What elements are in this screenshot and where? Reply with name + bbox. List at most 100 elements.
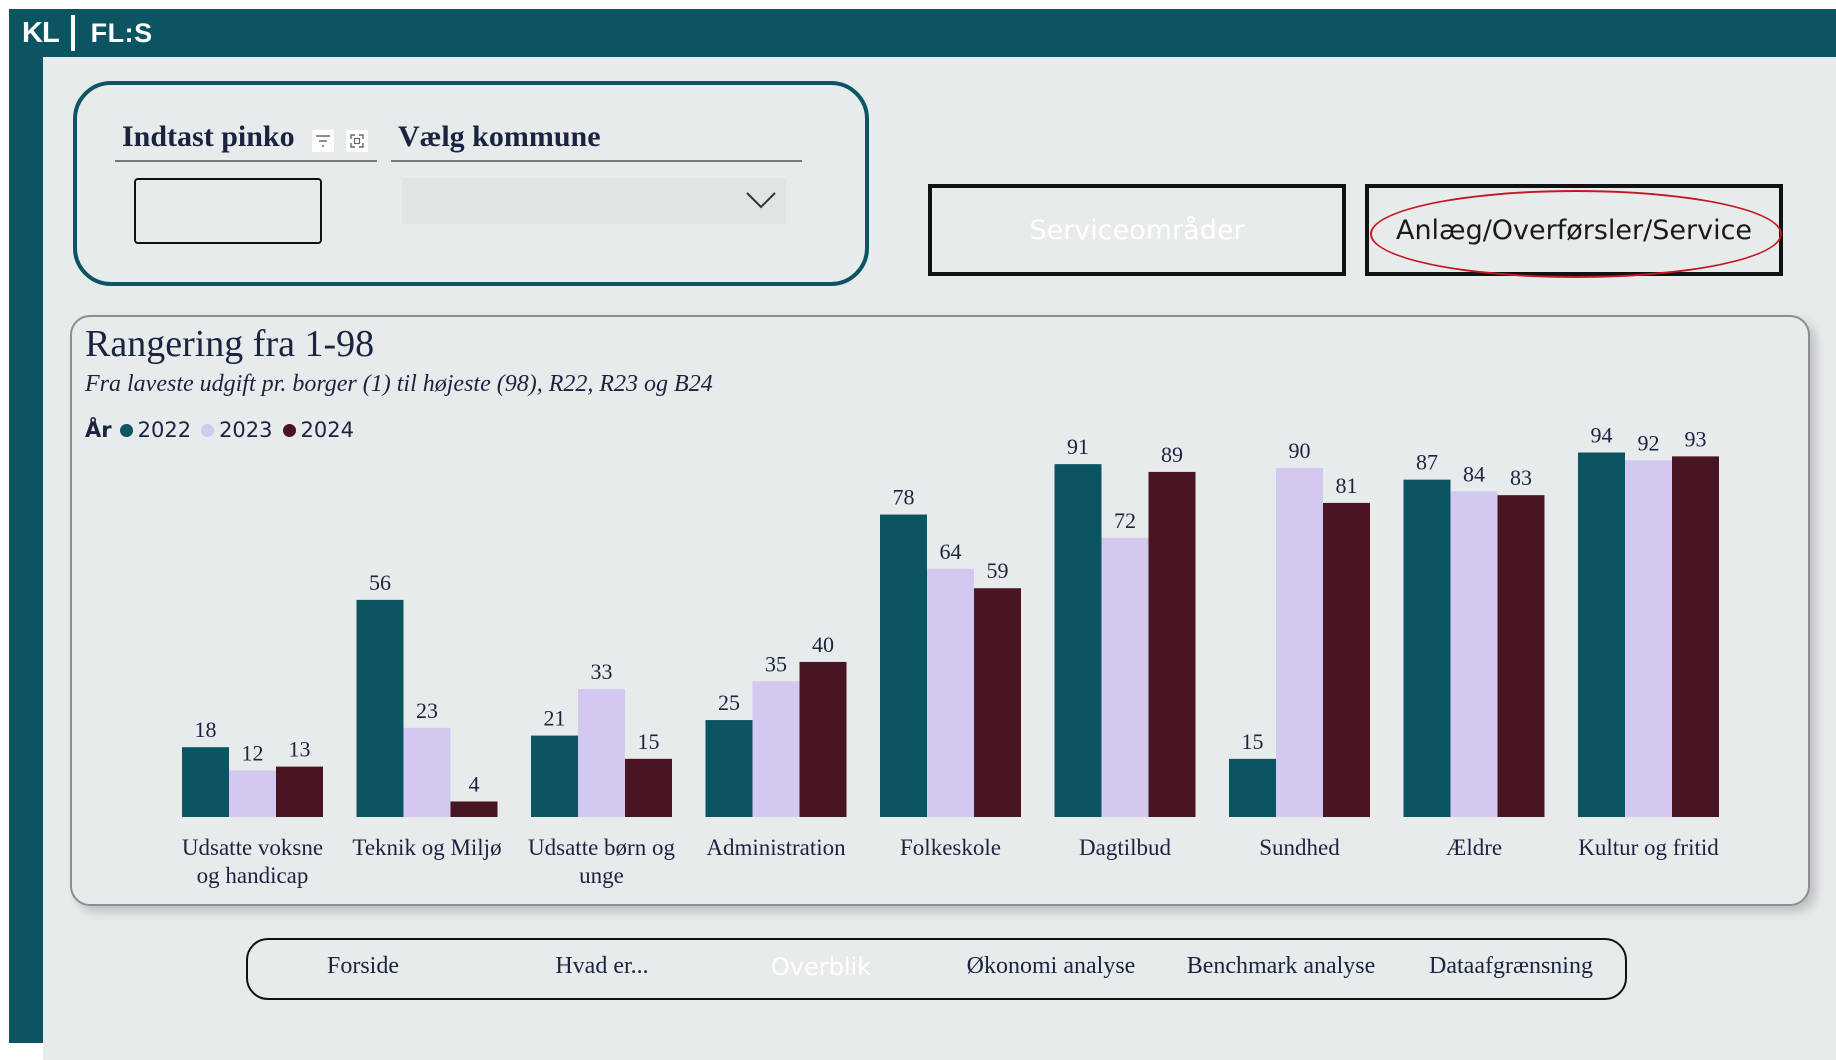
category-label: Sundhed xyxy=(1259,835,1340,860)
category-label: Administration xyxy=(706,835,846,860)
bar-2024-3[interactable] xyxy=(799,661,847,817)
bar-2022-8[interactable] xyxy=(1578,452,1625,817)
bar-2024-1[interactable] xyxy=(450,801,498,817)
data-label: 91 xyxy=(1067,434,1089,459)
data-label: 40 xyxy=(812,632,834,657)
nav-item-økonomi-analyse[interactable]: Økonomi analyse xyxy=(966,953,1136,979)
data-label: 21 xyxy=(544,706,566,731)
data-label: 15 xyxy=(1242,729,1264,754)
bar-2023-8[interactable] xyxy=(1625,460,1672,817)
kommune-title-underline xyxy=(391,160,802,162)
filter-icon[interactable] xyxy=(312,130,334,152)
category-label: og handicap xyxy=(197,863,309,888)
bar-2024-6[interactable] xyxy=(1323,502,1370,817)
bar-2023-5[interactable] xyxy=(1101,537,1149,817)
bar-2024-2[interactable] xyxy=(625,758,672,817)
data-label: 13 xyxy=(289,737,311,762)
legend-item-2023[interactable]: 2023 xyxy=(201,418,273,442)
data-label: 89 xyxy=(1161,442,1183,467)
filter-panel xyxy=(73,81,869,286)
bar-2023-2[interactable] xyxy=(578,689,625,817)
bar-2023-3[interactable] xyxy=(752,681,800,817)
data-label: 78 xyxy=(893,485,915,510)
data-label: 90 xyxy=(1289,438,1311,463)
legend-swatch xyxy=(119,423,133,437)
category-label: Teknik og Miljø xyxy=(352,835,501,860)
data-label: 12 xyxy=(242,740,264,765)
logo-kl: KL xyxy=(22,16,60,49)
bar-2024-8[interactable] xyxy=(1672,456,1719,817)
bar-2023-0[interactable] xyxy=(229,770,276,817)
bar-2022-2[interactable] xyxy=(531,735,578,817)
bar-2022-5[interactable] xyxy=(1054,464,1102,817)
legend-title: År xyxy=(85,418,112,442)
bar-2023-6[interactable] xyxy=(1276,468,1323,817)
data-label: 15 xyxy=(638,729,660,754)
nav-item-forside[interactable]: Forside xyxy=(327,953,399,979)
nav-item-benchmark-analyse[interactable]: Benchmark analyse xyxy=(1186,953,1376,979)
category-label: Dagtilbud xyxy=(1079,835,1171,860)
data-label: 84 xyxy=(1463,461,1485,486)
logo-divider xyxy=(70,15,75,51)
legend-label: 2024 xyxy=(300,418,354,442)
kommune-filter-title: Vælg kommune xyxy=(398,120,601,153)
logo-flis: FL:S xyxy=(90,17,153,48)
navigation-bar xyxy=(246,938,1627,1000)
data-label: 59 xyxy=(987,558,1009,583)
bar-2024-0[interactable] xyxy=(276,766,323,817)
category-label: Udsatte børn og xyxy=(528,835,675,860)
nav-item-hvad-er[interactable]: Hvad er... xyxy=(555,953,649,979)
category-label: Folkeskole xyxy=(900,835,1001,860)
data-label: 92 xyxy=(1638,430,1660,455)
category-label: Ældre xyxy=(1446,835,1502,860)
data-label: 83 xyxy=(1510,465,1532,490)
bar-2022-7[interactable] xyxy=(1403,479,1451,817)
legend-label: 2023 xyxy=(219,418,273,442)
legend-swatch xyxy=(201,423,215,437)
bar-2023-4[interactable] xyxy=(927,568,974,817)
kommune-dropdown[interactable] xyxy=(402,178,786,224)
category-label: unge xyxy=(579,863,624,888)
pinko-input[interactable] xyxy=(134,178,322,244)
bar-2024-7[interactable] xyxy=(1497,495,1545,817)
serviceomraader-button[interactable]: Serviceområder xyxy=(928,184,1346,276)
data-label: 33 xyxy=(591,659,613,684)
pinko-filter-title: Indtast pinko xyxy=(122,120,295,153)
category-label: Kultur og fritid xyxy=(1578,835,1719,860)
bar-2024-4[interactable] xyxy=(974,588,1021,817)
category-label: Udsatte voksne xyxy=(182,835,323,860)
data-label: 94 xyxy=(1591,423,1613,448)
data-label: 64 xyxy=(940,539,962,564)
data-label: 35 xyxy=(765,651,787,676)
data-label: 23 xyxy=(416,698,438,723)
data-label: 56 xyxy=(369,570,391,595)
data-label: 81 xyxy=(1336,473,1358,498)
logo: KL FL:S xyxy=(22,9,153,57)
bar-2023-1[interactable] xyxy=(403,727,451,817)
legend-swatch xyxy=(282,423,296,437)
legend-item-2024[interactable]: 2024 xyxy=(282,418,354,442)
chart-legend: År 2022 2023 2024 xyxy=(85,418,364,442)
chart-subtitle: Fra laveste udgift pr. borger (1) til hø… xyxy=(85,371,713,397)
data-label: 18 xyxy=(195,717,217,742)
focus-mode-icon[interactable] xyxy=(346,130,368,152)
bar-2024-5[interactable] xyxy=(1148,471,1196,817)
legend-item-2022[interactable]: 2022 xyxy=(119,418,191,442)
bar-2022-6[interactable] xyxy=(1229,758,1276,817)
bar-2022-0[interactable] xyxy=(182,747,229,817)
data-label: 4 xyxy=(469,771,480,796)
bar-2023-7[interactable] xyxy=(1450,491,1498,817)
bar-2022-3[interactable] xyxy=(705,720,753,817)
sidebar xyxy=(9,9,43,1043)
anlaeg-overfoersler-service-button[interactable]: Anlæg/Overførsler/Service xyxy=(1365,184,1783,276)
nav-item-overblik[interactable]: Overblik xyxy=(770,953,872,981)
data-label: 87 xyxy=(1416,450,1438,475)
pinko-title-underline xyxy=(115,160,377,162)
chevron-down-icon[interactable] xyxy=(745,190,777,215)
data-label: 93 xyxy=(1685,426,1707,451)
top-bar xyxy=(9,9,1836,57)
bar-2022-1[interactable] xyxy=(356,599,404,817)
nav-item-dataafgrænsning[interactable]: Dataafgrænsning xyxy=(1429,953,1593,979)
bar-2022-4[interactable] xyxy=(880,514,927,817)
